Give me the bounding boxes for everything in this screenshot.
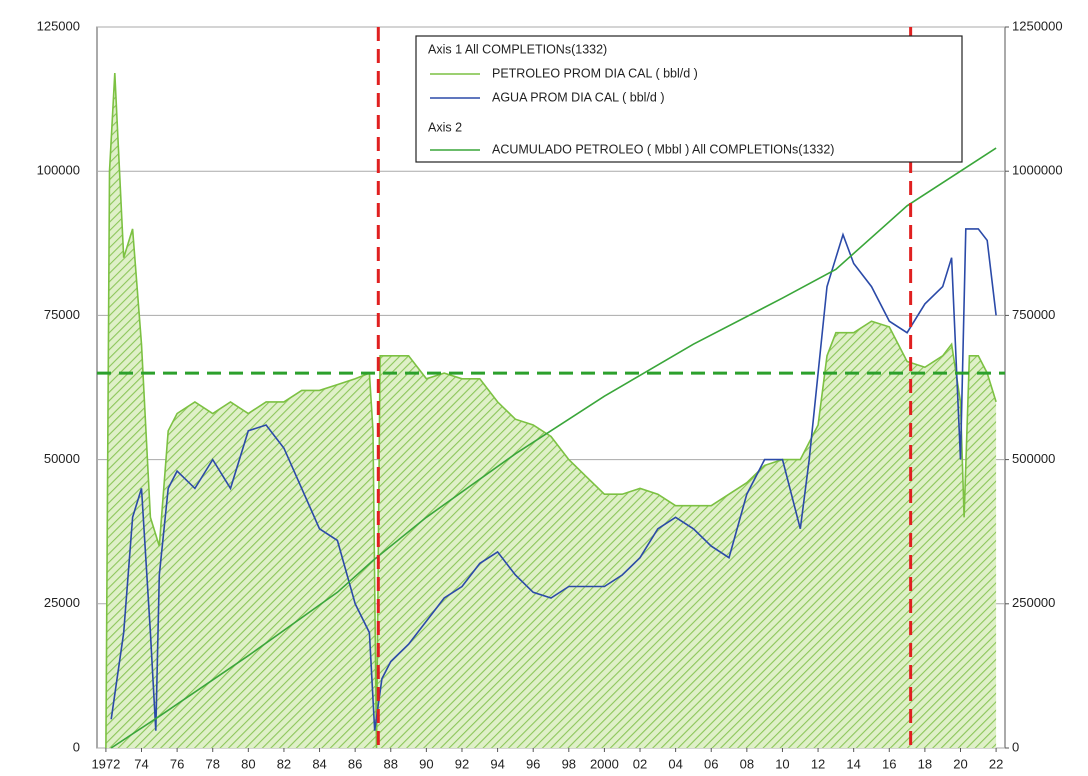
y2-tick-label: 1250000 [1012, 18, 1063, 33]
y-tick-label: 25000 [44, 595, 80, 610]
legend-box [415, 35, 963, 163]
legend-label: PETROLEO PROM DIA CAL ( bbl/d ) [492, 66, 698, 80]
x-tick-label: 04 [668, 756, 682, 771]
y-tick-label: 100000 [37, 163, 80, 178]
x-tick-label: 88 [384, 756, 398, 771]
x-tick-label: 2000 [590, 756, 619, 771]
x-tick-label: 94 [490, 756, 504, 771]
x-tick-label: 90 [419, 756, 433, 771]
x-tick-label: 22 [989, 756, 1003, 771]
x-tick-label: 16 [882, 756, 896, 771]
legend-group: Axis 1 All COMPLETIONs(1332) [428, 42, 607, 56]
x-tick-label: 14 [846, 756, 860, 771]
x-tick-label: 86 [348, 756, 362, 771]
y2-tick-label: 250000 [1012, 595, 1055, 610]
series-line [105, 73, 997, 749]
x-tick-label: 10 [775, 756, 789, 771]
x-tick-label: 76 [170, 756, 184, 771]
area [105, 73, 997, 749]
y-tick-label: 50000 [44, 451, 80, 466]
y-tick-label: 125000 [37, 18, 80, 33]
legend: Axis 1 All COMPLETIONs(1332) PETROLEO PRO… [415, 35, 963, 163]
x-tick-label: 80 [241, 756, 255, 771]
legend-label: ACUMULADO PETROLEO ( Mbbl ) All COMPLETI… [492, 142, 834, 156]
x-tick-label: 82 [277, 756, 291, 771]
x-tick-label: 92 [455, 756, 469, 771]
x-tick-label: 96 [526, 756, 540, 771]
y2-tick-label: 1000000 [1012, 163, 1063, 178]
y2-tick-label: 750000 [1012, 307, 1055, 322]
x-tick-label: 02 [633, 756, 647, 771]
series-line [110, 228, 997, 731]
x-tick-label: 78 [205, 756, 219, 771]
x-tick-label: 1972 [91, 756, 120, 771]
y-tick-label: 0 [73, 739, 80, 754]
x-tick-label: 20 [953, 756, 967, 771]
legend-group: Axis 2 [428, 120, 462, 134]
x-tick-label: 12 [811, 756, 825, 771]
x-tick-label: 74 [134, 756, 148, 771]
x-tick-label: 84 [312, 756, 326, 771]
y2-tick-label: 500000 [1012, 451, 1055, 466]
x-tick-label: 98 [562, 756, 576, 771]
legend-label: AGUA PROM DIA CAL ( bbl/d ) [492, 90, 665, 104]
x-tick-label: 08 [740, 756, 754, 771]
y-tick-label: 75000 [44, 307, 80, 322]
x-tick-label: 18 [918, 756, 932, 771]
series-line [110, 147, 997, 749]
y2-tick-label: 0 [1012, 739, 1019, 754]
x-tick-label: 06 [704, 756, 718, 771]
